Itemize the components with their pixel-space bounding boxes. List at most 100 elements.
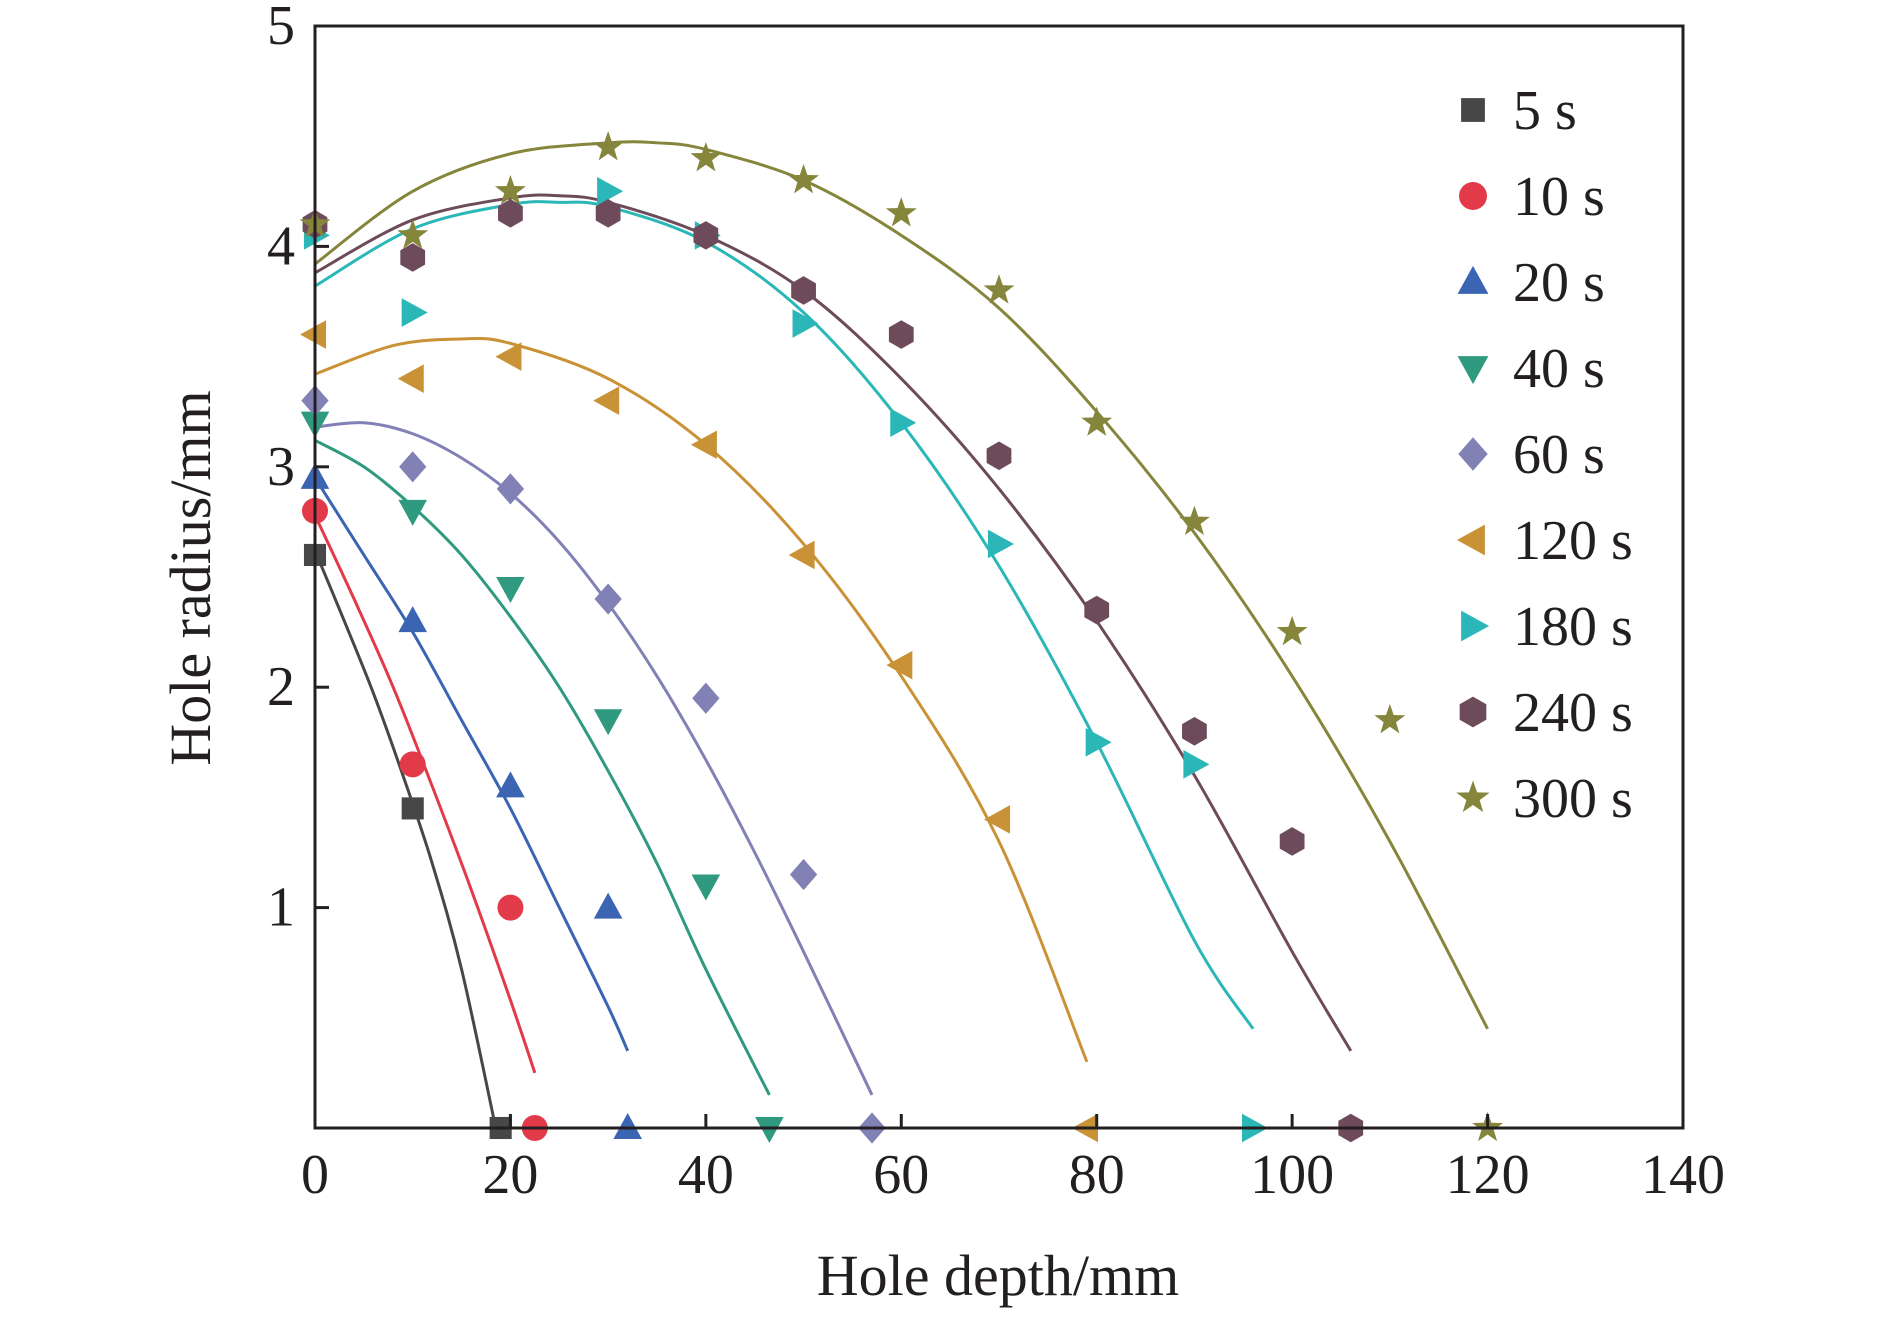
data-point-series-2 [613,1113,642,1140]
legend-marker [1456,524,1485,556]
data-point-series-5 [886,650,913,680]
fit-line-series-7 [314,193,1353,1052]
legend-label: 5 s [1513,80,1577,142]
data-point-series-8 [885,197,917,227]
data-point-series-5 [788,540,815,570]
x-tick-label: 80 [1069,1144,1125,1206]
fit-line-series-3 [314,439,771,1096]
legend-marker [1461,98,1485,122]
data-point-series-5 [300,320,327,349]
data-point-series-6 [1183,750,1210,779]
x-tick-label: 120 [1446,1144,1530,1206]
data-point-series-4 [692,682,720,714]
legend-label: 180 s [1513,596,1633,658]
data-point-series-3 [496,576,525,603]
data-point-series-7 [693,221,719,250]
data-point-series-3 [755,1116,784,1143]
data-point-series-7 [1084,595,1110,625]
axes: 0 20 40 60 80 100 120 140 1 2 3 4 5 [267,0,1725,1206]
data-point-series-5 [593,386,620,415]
data-point-series-7 [986,441,1012,471]
x-tick-label: 140 [1641,1144,1725,1206]
data-point-series-7 [1182,716,1207,746]
x-tick-label: 40 [678,1144,734,1206]
data-point-series-8 [397,219,429,249]
data-point-series-7 [791,276,816,305]
data-point-series-6 [890,408,917,438]
data-point-series-6 [792,309,819,338]
legend-marker [1459,696,1487,728]
legend-label: 120 s [1513,510,1633,572]
fit-line-series-0 [313,549,498,1129]
y-tick-label: 3 [267,436,295,498]
data-point-series-8 [983,274,1015,304]
x-tick-label: 20 [482,1144,538,1206]
data-point-series-4 [496,473,525,505]
data-point-series-2 [593,892,623,919]
data-point-series-4 [789,858,818,891]
data-point-series-7 [498,199,523,228]
y-tick-label: 4 [267,215,295,277]
data-point-series-3 [398,499,428,526]
data-point-series-1 [497,894,524,921]
legend: 5 s 10 s 20 s 40 s 60 s 120 s 180 s 240 s 300 s [1456,80,1633,830]
legend-marker [1456,780,1490,813]
x-tick-label: 100 [1250,1144,1334,1206]
legend-marker [1457,265,1489,294]
data-point-series-5 [984,805,1011,834]
data-point-series-8 [592,130,624,161]
legend-marker [1457,356,1489,385]
data-point-series-8 [1374,704,1406,734]
legend-label: 40 s [1513,338,1605,400]
data-point-series-7 [888,320,914,349]
data-point-series-5 [397,364,424,393]
data-point-series-0 [401,797,424,820]
x-axis-title: Hole depth/mm [817,1243,1179,1308]
data-point-series-7 [1279,827,1305,856]
legend-label: 20 s [1513,252,1605,314]
x-tick-label: 0 [301,1144,329,1206]
plot-frame [313,24,1685,1130]
data-point-series-4 [594,583,622,615]
fit-line-series-8 [314,140,1489,1030]
data-point-series-8 [1178,505,1210,536]
data-point-series-8 [1081,406,1113,436]
data-point-series-7 [400,243,426,272]
x-tick-label: 60 [873,1144,929,1206]
data-markers [299,130,1504,1144]
data-point-series-5 [690,430,717,460]
data-point-series-8 [494,175,526,205]
data-point-series-2 [496,771,525,798]
y-tick-label: 2 [267,656,295,718]
fit-line-series-6 [314,200,1255,1030]
data-point-series-8 [788,164,820,194]
y-tick-label: 5 [267,0,295,57]
data-point-series-4 [399,451,427,483]
legend-label: 240 s [1513,682,1633,744]
data-point-series-2 [398,606,428,633]
y-axis-title: Hole radius/mm [158,390,223,765]
data-point-series-8 [1276,615,1308,646]
fit-lines [313,140,1489,1129]
data-point-series-6 [1085,728,1112,757]
data-point-series-3 [593,709,623,736]
data-point-series-5 [495,342,522,371]
y-tick-label: 1 [267,877,295,939]
data-point-series-8 [690,141,722,172]
data-point-series-6 [597,177,624,206]
legend-label: 300 s [1513,768,1633,830]
legend-label: 60 s [1513,424,1605,486]
data-point-series-7 [595,199,621,228]
legend-marker [1459,182,1487,210]
data-point-series-3 [691,874,721,901]
fit-line-series-2 [313,477,630,1052]
data-point-series-6 [987,529,1014,559]
data-point-series-1 [399,751,426,778]
legend-label: 10 s [1513,166,1605,228]
data-point-series-6 [401,298,428,327]
fit-line-series-1 [313,514,537,1074]
legend-marker [1458,437,1488,471]
legend-marker [1461,610,1490,642]
